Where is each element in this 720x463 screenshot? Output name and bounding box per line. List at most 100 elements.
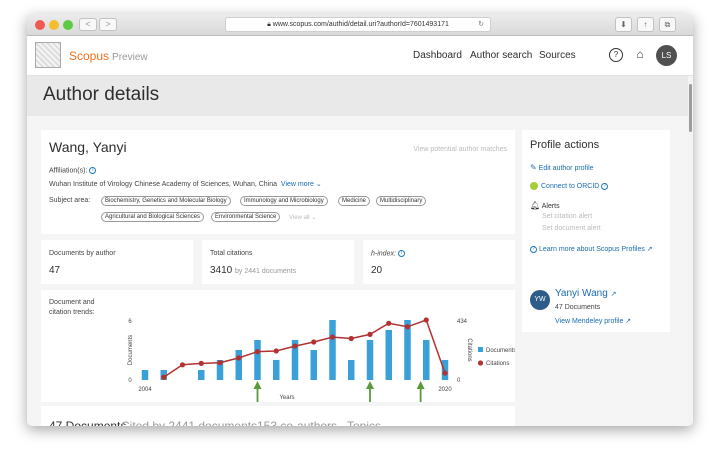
documents-label: Documents by author — [49, 250, 116, 257]
hindex-value: 20 — [371, 265, 383, 276]
tab-row-partial: 47 Documents Cited by 2441 documents 153… — [41, 406, 515, 426]
subject-tag[interactable]: Environmental Science — [211, 212, 281, 222]
subject-tag[interactable]: Biochemistry, Genetics and Molecular Bio… — [101, 196, 231, 206]
view-all-subjects-link[interactable]: View all ⌄ — [289, 215, 317, 221]
zoom-window-button[interactable] — [63, 20, 73, 30]
tab-documents[interactable]: 47 Documents — [49, 419, 126, 426]
view-all-text: View all — [289, 215, 310, 221]
document-bar — [141, 370, 149, 380]
legend-documents-label: Documents — [486, 348, 515, 354]
info-icon[interactable]: i — [89, 167, 97, 174]
subject-tag[interactable]: Medicine — [338, 196, 371, 206]
user-avatar[interactable]: LS — [656, 45, 677, 66]
external-link-icon: ↗ — [610, 291, 617, 298]
edit-text: Edit author profile — [538, 165, 594, 172]
nav-dashboard[interactable]: Dashboard — [413, 50, 462, 61]
citation-point — [329, 334, 336, 340]
annotation-arrowhead — [366, 381, 374, 389]
subject-tag[interactable]: Immunology and Microbiology — [240, 196, 328, 206]
view-mendeley-profile-link[interactable]: View Mendeley profile ↗ — [555, 318, 632, 325]
subject-tag[interactable]: Agricultural and Biological Sciences — [101, 212, 205, 222]
citation-point — [311, 339, 317, 345]
trends-chart: 6 0 Documents 434 0 Citations 2004 2020 Years Doc… — [128, 317, 515, 402]
mendeley-profile-card: YW Yanyi Wang ↗ 47 Documents View Mendel… — [522, 282, 670, 332]
close-window-button[interactable] — [35, 20, 45, 30]
affiliation-label: Affiliation(s): i — [49, 167, 97, 174]
help-icon: ? — [530, 245, 537, 253]
back-button[interactable]: < — [79, 18, 97, 31]
tab-cited-by[interactable]: Cited by 2441 documents — [121, 419, 257, 426]
citations-value-line: 3410 by 2441 documents — [210, 265, 296, 276]
info-icon[interactable]: i — [397, 250, 405, 257]
reload-icon[interactable]: ↻ — [478, 21, 484, 28]
download-icon[interactable]: ⬇︎ — [615, 17, 632, 32]
tabs-icon[interactable]: ⧉ — [659, 17, 676, 32]
citation-point — [161, 374, 167, 380]
x-axis-label: Years — [279, 395, 294, 401]
chart-label-line: Document and — [49, 299, 95, 306]
profile-actions-title: Profile actions — [530, 139, 600, 151]
annotation-arrowhead — [416, 381, 425, 389]
documents-value: 47 — [49, 265, 61, 276]
citation-point — [217, 360, 223, 366]
citation-point — [367, 331, 373, 337]
bell-icon: 🔔︎ — [530, 201, 541, 210]
document-bar — [385, 330, 392, 380]
scrollbar-track[interactable] — [688, 76, 693, 426]
citations-stat-card[interactable]: Total citations 3410 by 2441 documents — [202, 240, 354, 284]
site-header: Scopus Preview Dashboard Author search So… — [27, 36, 693, 76]
set-citation-alert-link[interactable]: Set citation alert — [542, 213, 593, 220]
address-bar[interactable]: 🔒︎ www.scopus.com/authid/detail.uri?auth… — [225, 17, 491, 32]
hindex-label: h-index: — [371, 250, 396, 258]
forward-button[interactable]: > — [99, 18, 117, 31]
citation-point — [292, 343, 298, 349]
scopus-brand[interactable]: Scopus Preview — [69, 49, 148, 63]
page-title: Author details — [43, 84, 160, 105]
learn-more-profiles-link[interactable]: ? Learn more about Scopus Profiles ↗ — [530, 245, 653, 253]
citations-value: 3410 — [210, 265, 233, 276]
share-icon[interactable]: ↑ — [637, 17, 654, 32]
mendeley-docs: 47 Documents — [555, 304, 601, 311]
document-bar — [235, 350, 242, 380]
hindex-stat-card[interactable]: h-index: i 20 — [363, 240, 515, 284]
set-document-alert-link[interactable]: Set document alert — [542, 225, 601, 232]
x-tick-label: 2020 — [438, 387, 452, 393]
elsevier-logo[interactable] — [35, 42, 61, 68]
y-tick-label: 0 — [128, 378, 132, 384]
citation-line — [163, 319, 446, 378]
scrollbar-thumb[interactable] — [689, 84, 692, 132]
tab-coauthors[interactable]: 153 co-authors — [257, 419, 337, 426]
citation-point — [254, 349, 261, 355]
orcid-icon — [530, 182, 538, 190]
citation-point — [404, 324, 411, 330]
document-bar — [348, 360, 355, 380]
tab-labels: 47 Documents Cited by 2441 documents 153… — [49, 419, 381, 426]
tab-topics[interactable]: Topics — [347, 419, 381, 426]
document-bar — [423, 340, 430, 380]
edit-author-profile-link[interactable]: ✎ Edit author profile — [530, 163, 594, 172]
affiliation-line: Wuhan Institute of Virology Chinese Acad… — [49, 180, 322, 188]
document-bar — [366, 340, 374, 380]
connect-orcid-link[interactable]: Connect to ORCID? — [530, 182, 609, 190]
y2-tick-label: 434 — [457, 319, 468, 325]
document-bar — [291, 340, 299, 380]
annotation-arrowhead — [253, 381, 262, 389]
subject-tag[interactable]: Multidisciplinary — [376, 196, 427, 206]
citation-point — [386, 320, 392, 326]
page-title-banner: Author details — [27, 76, 693, 116]
view-potential-matches-link[interactable]: View potential author matches — [413, 146, 507, 153]
minimize-window-button[interactable] — [49, 20, 59, 30]
nav-author-search[interactable]: Author search — [470, 50, 533, 61]
info-icon[interactable]: ? — [601, 182, 609, 190]
documents-stat-card[interactable]: Documents by author 47 — [41, 240, 193, 284]
mendeley-avatar: YW — [530, 290, 550, 310]
citation-point — [179, 362, 186, 368]
legend-citations-label: Citations — [486, 361, 509, 367]
mendeley-name-link[interactable]: Yanyi Wang ↗ — [555, 288, 616, 299]
learn-more-text: Learn more about Scopus Profiles — [539, 246, 645, 253]
nav-sources[interactable]: Sources — [539, 50, 576, 61]
x-tick-label: 2004 — [138, 387, 152, 393]
view-more-link[interactable]: View more — [280, 181, 314, 188]
institution-icon[interactable]: ⌂ — [636, 47, 644, 61]
help-icon[interactable]: ? — [609, 48, 623, 62]
